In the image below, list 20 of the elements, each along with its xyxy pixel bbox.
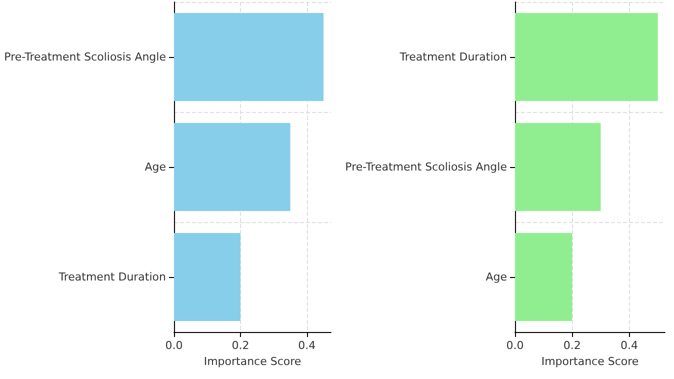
bar	[515, 233, 572, 321]
x-tick-label: 0.0	[165, 339, 183, 352]
y-tick-label: Pre-Treatment Scoliosis Angle	[4, 50, 166, 64]
bar	[515, 13, 658, 101]
x-tick-label: 0.4	[620, 339, 638, 352]
bar	[174, 13, 324, 101]
y-tick-label: Treatment Duration	[398, 50, 508, 64]
y-tick-label: Age	[486, 270, 508, 284]
x-axis-title: Importance Score	[204, 354, 302, 368]
y-tick-label: Treatment Duration	[58, 270, 166, 284]
x-tick-label: 0.0	[506, 339, 524, 352]
bar	[515, 123, 601, 211]
y-tick-label: Age	[144, 160, 166, 174]
x-tick-label: 0.2	[232, 339, 250, 352]
x-axis-title: Importance Score	[541, 354, 639, 368]
x-tick-label: 0.4	[298, 339, 316, 352]
bar	[174, 123, 290, 211]
y-tick-label: Pre-Treatment Scoliosis Angle	[345, 160, 508, 174]
bar	[174, 233, 240, 321]
x-tick-label: 0.2	[563, 339, 581, 352]
